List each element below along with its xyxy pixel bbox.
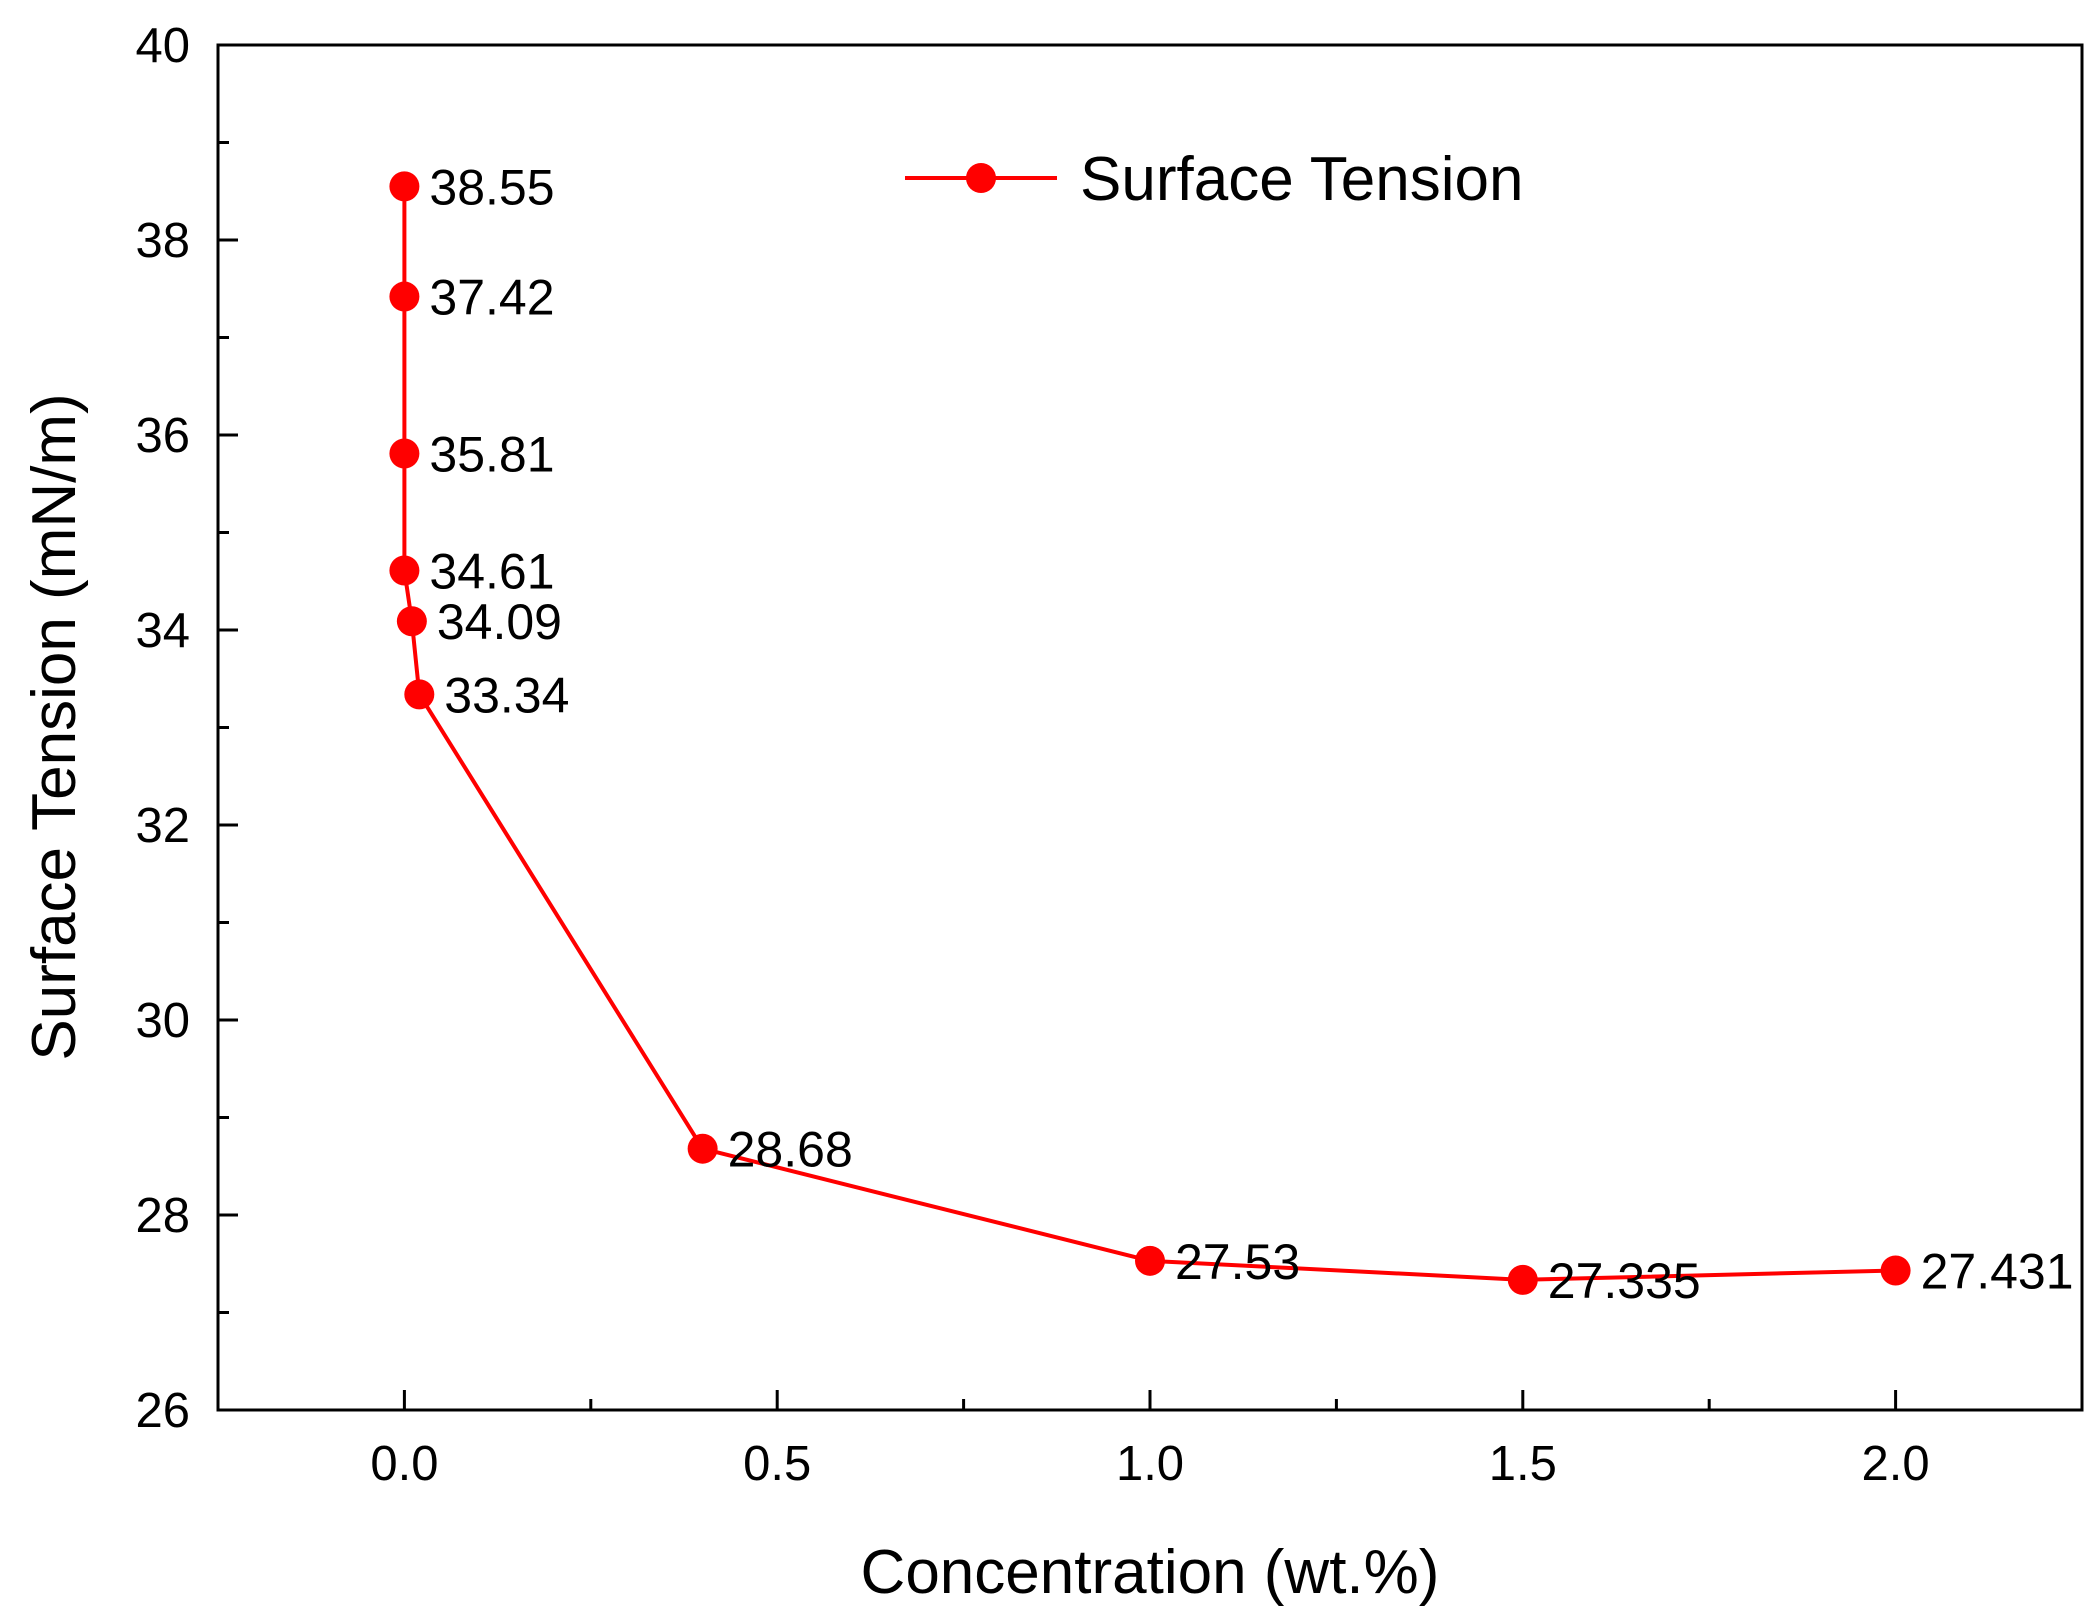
data-label: 27.335 bbox=[1548, 1253, 1701, 1309]
series-line bbox=[402, 186, 1896, 1282]
data-label: 37.42 bbox=[429, 270, 554, 326]
data-point bbox=[1135, 1245, 1165, 1276]
y-axis-ticks bbox=[218, 43, 238, 1412]
y-tick-label: 26 bbox=[135, 1384, 190, 1438]
data-point bbox=[389, 438, 420, 469]
data-point bbox=[1880, 1255, 1911, 1286]
y-tick-label: 40 bbox=[135, 19, 190, 73]
y-tick-label: 32 bbox=[135, 799, 190, 853]
y-tick-label: 38 bbox=[135, 214, 190, 268]
data-label: 28.68 bbox=[728, 1122, 853, 1178]
x-tick-label: 0.5 bbox=[743, 1437, 811, 1491]
data-point bbox=[389, 171, 420, 202]
data-label: 33.34 bbox=[444, 667, 569, 723]
x-axis-title: Concentration (wt.%) bbox=[861, 1538, 1440, 1607]
data-point bbox=[1507, 1264, 1538, 1295]
x-tick-label: 1.5 bbox=[1489, 1437, 1557, 1491]
plot-frame bbox=[216, 43, 2084, 1412]
data-point bbox=[389, 281, 420, 312]
y-axis-tick-labels: 26 28 30 32 34 36 38 40 bbox=[135, 19, 190, 1438]
data-label: 38.55 bbox=[429, 159, 554, 215]
x-tick-label: 2.0 bbox=[1862, 1437, 1930, 1491]
data-points bbox=[389, 171, 1911, 1295]
data-label: 34.09 bbox=[437, 594, 562, 650]
data-label: 27.431 bbox=[1921, 1243, 2074, 1299]
data-point bbox=[404, 679, 435, 710]
data-point bbox=[389, 555, 420, 586]
y-tick-label: 34 bbox=[135, 604, 190, 658]
y-axis-title: Surface Tension (mN/m) bbox=[20, 393, 89, 1060]
x-tick-label: 0.0 bbox=[370, 1437, 438, 1491]
y-tick-label: 36 bbox=[135, 409, 190, 463]
y-tick-label: 30 bbox=[135, 994, 190, 1048]
data-label: 34.61 bbox=[429, 544, 554, 600]
x-axis-tick-labels: 0.0 0.5 1.0 1.5 2.0 bbox=[370, 1437, 1929, 1491]
legend-marker bbox=[966, 163, 996, 193]
x-axis-ticks bbox=[402, 1390, 1898, 1410]
data-point bbox=[687, 1133, 718, 1164]
x-tick-label: 1.0 bbox=[1116, 1437, 1184, 1491]
y-tick-label: 28 bbox=[135, 1189, 190, 1243]
data-label: 27.53 bbox=[1175, 1234, 1300, 1290]
data-label: 35.81 bbox=[429, 427, 554, 483]
data-point bbox=[396, 606, 427, 637]
legend-label: Surface Tension bbox=[1080, 145, 1523, 214]
legend: Surface Tension bbox=[905, 145, 1523, 214]
